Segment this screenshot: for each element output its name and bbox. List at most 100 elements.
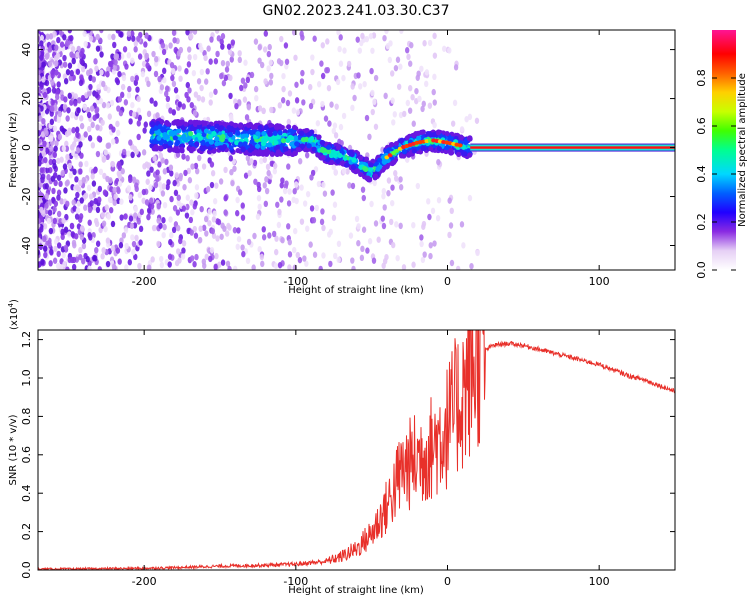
spectrogram-noise-cell [119, 91, 125, 99]
spectrogram-noise-cell [40, 176, 45, 184]
spectrogram-noise-cell [42, 235, 47, 243]
spectrogram-noise-cell [86, 184, 92, 192]
spectrogram-noise-cell [102, 189, 108, 196]
spectrogram-noise-cell [123, 227, 129, 234]
spectrogram-noise-cell [62, 104, 68, 111]
spectrogram-noise-cell [189, 33, 194, 40]
spectrogram-noise-cell [285, 99, 291, 107]
spectrogram-ridge-cell [328, 152, 334, 159]
spectrogram-noise-cell [50, 79, 55, 86]
spectrogram-noise-cell [50, 99, 55, 106]
spectrogram-noise-cell [223, 195, 228, 202]
colorbar-ticks: 0.0 0.2 0.4 0.6 0.8 [695, 69, 736, 279]
spectrogram-noise-cell [286, 163, 291, 170]
spectrogram-noise-cell [360, 186, 366, 193]
spectrogram-noise-cell [424, 80, 429, 88]
spectrogram-noise-cell [90, 173, 95, 180]
spectrogram-noise-cell [165, 102, 171, 110]
spectrogram-noise-cell [116, 160, 122, 168]
spectrogram-noise-cell [414, 87, 419, 95]
spectrogram-noise-cell [369, 200, 374, 208]
spectrogram-noise-cell [315, 120, 321, 127]
spectrogram-noise-cell [259, 157, 264, 165]
spectrogram-noise-cell [267, 232, 272, 239]
spectrogram-noise-cell [52, 125, 58, 132]
spectrogram-noise-cell [56, 157, 61, 165]
spectrogram-noise-cell [204, 230, 209, 237]
spectrogram-noise-cell [214, 182, 219, 189]
spectrogram-noise-cell [284, 180, 289, 187]
spectrogram-noise-cell [48, 227, 54, 235]
spectrogram-noise-cell [359, 254, 365, 262]
spectrogram-noise-cell [56, 174, 62, 181]
spectrogram-noise-cell [419, 234, 424, 241]
spectrogram-noise-cell [76, 200, 81, 207]
spectrogram-noise-cell [134, 234, 139, 242]
spectrogram-noise-cell [61, 145, 67, 152]
spectrogram-ridge-cell [420, 145, 426, 152]
spectrogram-noise-cell [112, 64, 118, 71]
spectrogram-noise-cell [287, 251, 293, 258]
spectrogram-noise-cell [116, 105, 121, 112]
spectrogram-noise-cell [281, 85, 286, 93]
spectrogram-noise-cell [338, 123, 344, 131]
spectrogram-noise-cell [337, 45, 342, 53]
snr-ytick-label: 0.2 [20, 523, 33, 541]
spectrogram-noise-cell [92, 114, 97, 121]
spectrogram-ridge-cell [155, 130, 161, 136]
spectrogram-noise-cell [253, 178, 258, 185]
spectrogram-noise-cell [252, 232, 257, 240]
spectrogram-noise-cell [277, 102, 283, 109]
spectrogram-noise-cell [246, 103, 251, 110]
spectrogram-ridge-cell [431, 132, 437, 138]
spectrogram-noise-cell [39, 191, 44, 199]
spectrogram-noise-cell [76, 45, 81, 53]
spectrogram-noise-cell [220, 222, 225, 229]
spectrogram-noise-cell [355, 36, 360, 43]
spectrogram-ridge-cell [240, 133, 246, 140]
spectrogram-noise-cell [113, 53, 118, 60]
spectrogram-ridge-cell [254, 143, 261, 149]
spectrogram-noise-cell [95, 240, 101, 247]
spectrogram-noise-cell [269, 72, 274, 80]
spectrogram-noise-cell [295, 251, 300, 259]
spectrogram-ridge-cell [182, 137, 189, 143]
spectrogram-ridge-cell [326, 144, 332, 150]
spectrogram-noise-cell [356, 72, 361, 79]
spectrogram-noise-cell [243, 82, 248, 89]
spectrogram-noise-cell [155, 112, 160, 119]
spectrogram-xtick-label: 0 [444, 275, 451, 288]
spectrogram-noise-cell [39, 226, 44, 233]
spectrogram-noise-cell [326, 84, 332, 92]
spectrogram-noise-cell [441, 45, 447, 52]
spectrogram-ridge-cell [211, 131, 217, 137]
spectrogram-noise-cell [83, 192, 89, 199]
spectrogram-noise-cell [62, 61, 68, 68]
spectrogram-noise-cell [98, 168, 104, 176]
spectrogram-noise-cell [145, 62, 150, 69]
spectrogram-noise-cell [422, 251, 427, 258]
spectrogram-ridge-cell [349, 150, 355, 157]
spectrogram-noise-cell [126, 92, 132, 99]
snr-ytick-label: 0.4 [20, 484, 33, 502]
spectrogram-noise-cell [447, 47, 452, 54]
spectrogram-noise-cell [293, 54, 298, 61]
spectrogram-noise-cell [83, 204, 88, 211]
spectrogram-ridge-cell [354, 168, 361, 174]
spectrogram-noise-cell [327, 120, 332, 127]
spectrogram-noise-cell [313, 166, 319, 173]
spectrogram-noise-cell [155, 175, 160, 183]
spectrogram-ridge-cell [253, 149, 259, 155]
spectrogram-noise-cell [123, 213, 128, 220]
spectrogram-ridge-cell [363, 156, 370, 162]
spectrogram-noise-cell [146, 207, 152, 214]
spectrogram-core-cell [387, 153, 393, 158]
spectrogram-noise-cell [410, 94, 415, 101]
spectrogram-noise-cell [380, 215, 385, 222]
spectrogram-noise-cell [146, 110, 152, 118]
spectrogram-noise-cell [232, 165, 237, 172]
spectrogram-noise-cell [193, 162, 199, 170]
spectrogram-noise-cell [178, 172, 184, 180]
spectrogram-noise-cell [281, 72, 286, 80]
